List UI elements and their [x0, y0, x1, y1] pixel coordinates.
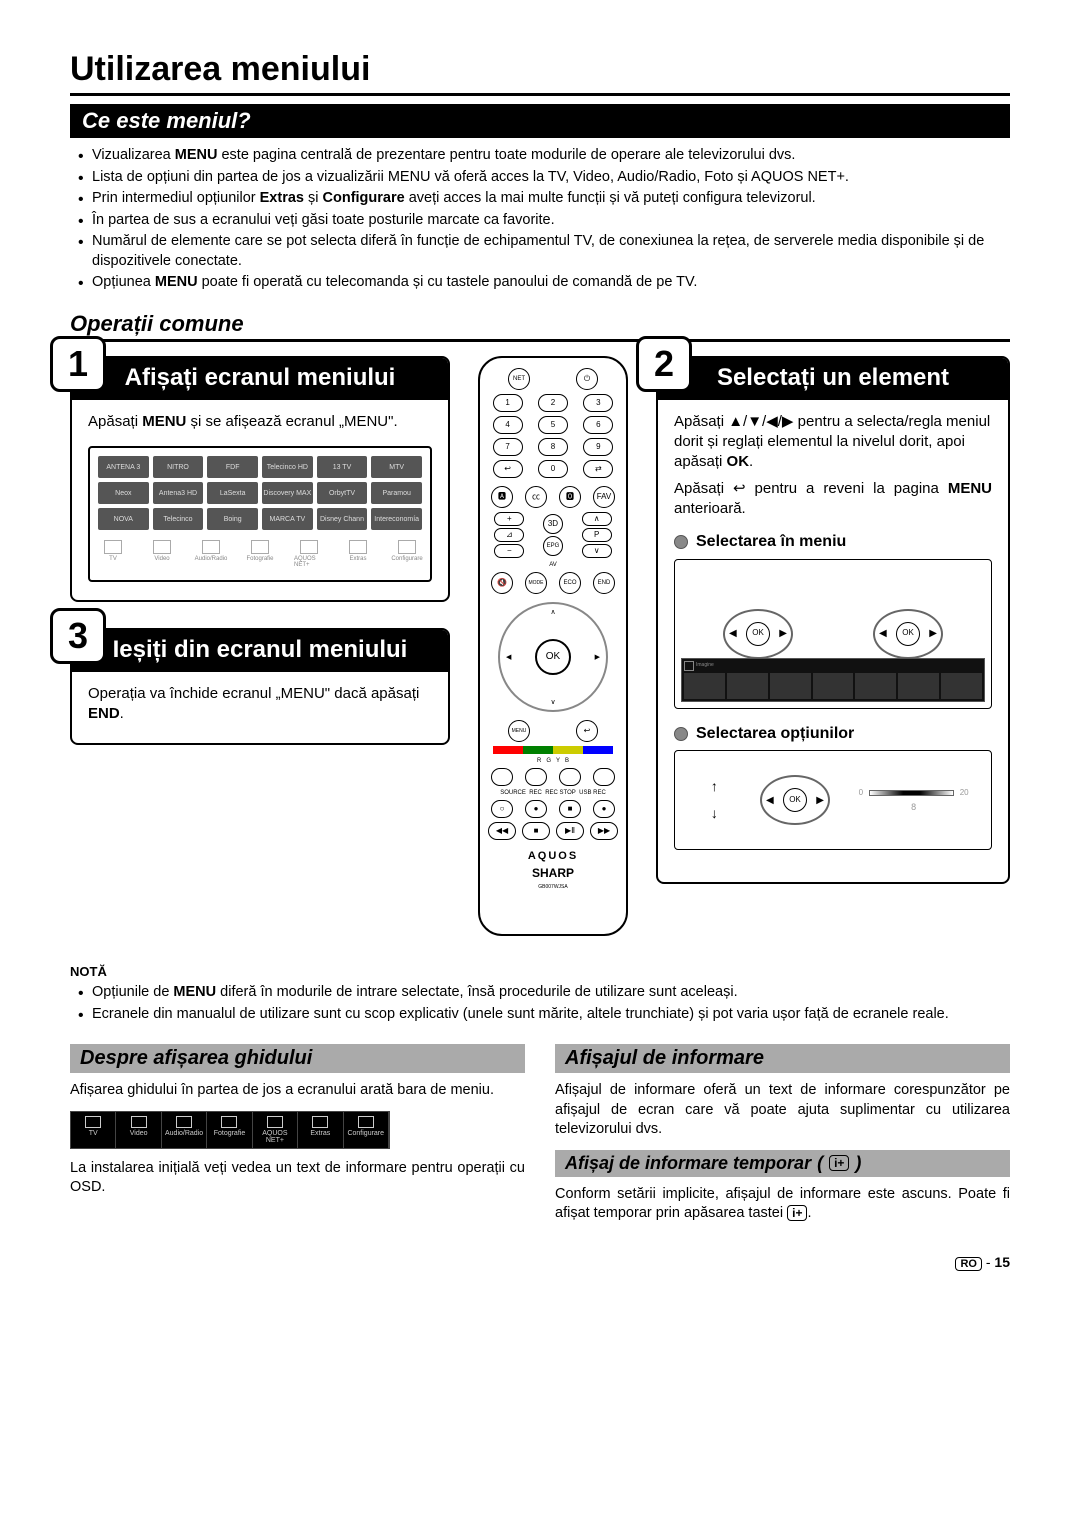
step-number-3: 3	[50, 608, 106, 664]
aquos-label: AQUOS	[528, 850, 578, 862]
up-down-arrows-icon: ↑↓	[697, 777, 731, 823]
menu-icon: Audio/Radio	[196, 540, 226, 572]
channel-tile: Intereconomía	[371, 508, 422, 530]
channel-tile: Antena3 HD	[153, 482, 204, 504]
guide-display-heading: Despre afișarea ghidului	[70, 1044, 525, 1073]
bar-icon: Video	[116, 1112, 161, 1148]
guide-paragraph-1: Afișarea ghidului în partea de jos a ecr…	[70, 1081, 525, 1101]
channel-tile: Neox	[98, 482, 149, 504]
dpad-oval-3: ◀▶OK	[760, 775, 830, 825]
channel-tile: OrbytTV	[317, 482, 368, 504]
step-1-body: Apăsați MENU și se afișează ecranul „MEN…	[72, 400, 448, 432]
channel-tile: ANTENA 3	[98, 456, 149, 478]
step-3-title: Ieșiți din ecranul meniului	[72, 630, 448, 672]
note-heading: NOTĂ	[70, 964, 1010, 979]
channel-tile: Disney Chann	[317, 508, 368, 530]
channel-tile: Discovery MAX	[262, 482, 313, 504]
diagram-menu-selection: ◀▶OK ◀▶OK Imagine	[674, 559, 992, 709]
bullet-item: Prin intermediul opțiunilor Extras și Co…	[78, 189, 1010, 209]
step-1-box: 1 Afișați ecranul meniului Apăsați MENU …	[70, 356, 450, 602]
bullet-list-1: Vizualizarea MENU este pagina centrală d…	[70, 146, 1010, 293]
step-3-body: Operația va închide ecranul „MENU" dacă …	[72, 672, 448, 725]
bullet-item: Vizualizarea MENU este pagina centrală d…	[78, 146, 1010, 166]
info-paragraph-1: Afișajul de informare oferă un text de i…	[555, 1081, 1010, 1140]
bullet-item: Opțiunea MENU poate fi operată cu teleco…	[78, 273, 1010, 293]
bar-icon: Audio/Radio	[162, 1112, 207, 1148]
channel-tile: Paramou	[371, 482, 422, 504]
bar-icon: Fotografie	[207, 1112, 252, 1148]
temp-info-heading: Afișaj de informare temporar (i+)	[555, 1150, 1010, 1177]
section-heading-what-is-menu: Ce este meniul?	[70, 104, 1010, 138]
step-3-box: 3 Ieșiți din ecranul meniului Operația v…	[70, 628, 450, 745]
sharp-label: SHARP	[532, 866, 574, 880]
temp-info-paragraph: Conform setării implicite, afișajul de i…	[555, 1185, 1010, 1224]
channel-tile: Boing	[207, 508, 258, 530]
bar-icon: Configurare	[344, 1112, 389, 1148]
dpad: ∧∨ ◀▶ OK	[498, 602, 608, 712]
menu-icon: Configurare	[392, 540, 422, 572]
bullet-item: Lista de opțiuni din partea de jos a viz…	[78, 168, 1010, 188]
menu-icon: TV	[98, 540, 128, 572]
step-2-box: 2 Selectați un element Apăsați ▲/▼/◀/▶ p…	[656, 356, 1010, 884]
channel-tile: LaSexta	[207, 482, 258, 504]
diagram-option-selection: ↑↓ ◀▶OK 020 8	[674, 750, 992, 850]
bar-icon: AQUOS NET+	[253, 1112, 298, 1148]
bullet-item: Numărul de elemente care se pot selecta …	[78, 232, 1010, 271]
subheading-menu-selection: Selectarea în meniu	[674, 531, 992, 553]
menu-bar-illustration: TVVideoAudio/RadioFotografieAQUOS NET+Ex…	[70, 1111, 390, 1149]
slider-illustration: 020	[859, 788, 969, 799]
channel-tile: Telecinco	[153, 508, 204, 530]
mini-menu-screenshot: Imagine	[681, 658, 985, 702]
step-number-2: 2	[636, 336, 692, 392]
step-1-title: Afișați ecranul meniului	[72, 358, 448, 400]
info-display-heading: Afișajul de informare	[555, 1044, 1010, 1073]
step-2-title: Selectați un element	[658, 358, 1008, 400]
section-heading-common-ops: Operații comune	[70, 311, 1010, 342]
guide-paragraph-2: La instalarea inițială veți vedea un tex…	[70, 1159, 525, 1198]
channel-tile: 13 TV	[317, 456, 368, 478]
note-bullets: Opțiunile de MENU diferă în modurile de …	[70, 983, 1010, 1024]
channel-tile: FDF	[207, 456, 258, 478]
dpad-oval-1: ◀▶OK	[723, 609, 793, 659]
step-number-1: 1	[50, 336, 106, 392]
channel-tile: NOVA	[98, 508, 149, 530]
menu-icon: Video	[147, 540, 177, 572]
ok-button: OK	[535, 639, 571, 675]
menu-screenshot: ANTENA 3NITROFDFTelecinco HD13 TVMTV Neox…	[88, 446, 432, 582]
net-button: NET	[508, 368, 530, 390]
page-footer: RO - 15	[70, 1254, 1010, 1271]
bar-icon: TV	[71, 1112, 116, 1148]
channel-tile: NITRO	[153, 456, 204, 478]
channel-tile: MARCA TV	[262, 508, 313, 530]
menu-icon: Extras	[343, 540, 373, 572]
subheading-option-selection: Selectarea opțiunilor	[674, 723, 992, 745]
main-title: Utilizarea meniului	[70, 50, 1010, 96]
step-2-body: Apăsați ▲/▼/◀/▶ pentru a selecta/regla m…	[658, 400, 1008, 850]
menu-icon: Fotografie	[245, 540, 275, 572]
power-icon: ⏻	[576, 368, 598, 390]
channel-tile: Telecinco HD	[262, 456, 313, 478]
bullet-item: Ecranele din manualul de utilizare sunt …	[78, 1005, 1010, 1025]
channel-tile: MTV	[371, 456, 422, 478]
dpad-oval-2: ◀▶OK	[873, 609, 943, 659]
bullet-item: Opțiunile de MENU diferă în modurile de …	[78, 983, 1010, 1003]
menu-icon: AQUOS NET+	[294, 540, 324, 572]
bar-icon: Extras	[298, 1112, 343, 1148]
remote-control-illustration: NET⏻ 123 456 789 ↩0⇄ 🅰㏄🅾FAV +⊿− 3DEPG ∧P…	[478, 356, 628, 936]
bullet-item: În partea de sus a ecranului veți găsi t…	[78, 211, 1010, 231]
